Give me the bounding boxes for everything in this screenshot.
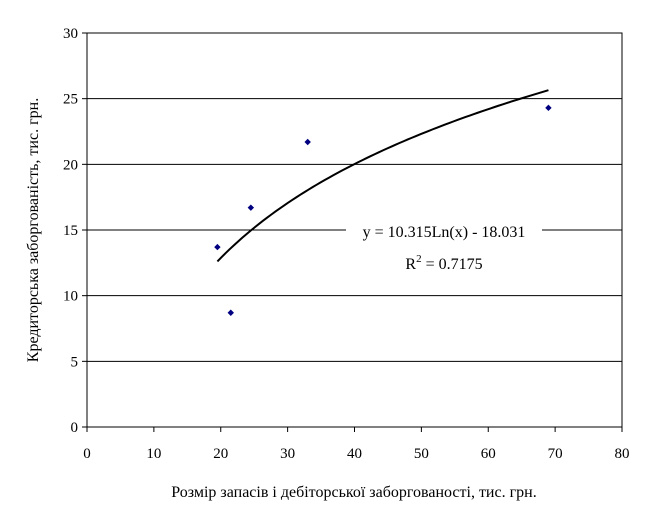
y-tick-label: 30	[63, 26, 78, 42]
data-point	[227, 309, 234, 316]
data-point	[304, 138, 311, 146]
x-tick-label: 40	[347, 446, 362, 462]
y-tick-label: 5	[71, 354, 79, 370]
y-tick-label: 0	[71, 420, 79, 436]
x-tick-label: 70	[548, 446, 563, 462]
data-point	[247, 204, 255, 211]
x-tick-label: 30	[280, 446, 295, 462]
data-points	[214, 104, 552, 316]
trendline-equation: y = 10.315Ln(x) - 18.031	[363, 224, 526, 241]
x-axis-title: Розмір запасів і дебіторської заборгован…	[171, 484, 536, 501]
y-axis-title: Кредиторська заборгованість, тис. грн.	[25, 98, 42, 362]
x-tick-label: 10	[146, 446, 161, 462]
r2-prefix: R	[405, 256, 416, 273]
x-axis-ticks: 0 10 20 30 40 50 60 70 80	[83, 427, 630, 462]
trendline	[216, 89, 549, 263]
equation-background	[346, 220, 542, 242]
trendline-label: y = 10.315Ln(x) - 18.031 R2 = 0.7175	[346, 220, 542, 274]
x-tick-label: 0	[83, 446, 91, 462]
r2-superscript: 2	[416, 253, 422, 265]
r-squared-label: R2 = 0.7175	[405, 253, 482, 273]
data-point	[214, 243, 221, 251]
data-point	[545, 104, 552, 112]
r2-background	[392, 249, 496, 274]
y-tick-label: 25	[63, 92, 78, 108]
r2-value: = 0.7175	[422, 256, 483, 273]
y-tick-label: 10	[63, 289, 78, 305]
x-tick-label: 20	[213, 446, 228, 462]
y-axis-ticks: 0 5 10 15 20 25 30	[63, 26, 87, 436]
x-tick-label: 80	[615, 446, 630, 462]
y-tick-label: 20	[63, 157, 78, 173]
x-tick-label: 50	[414, 446, 429, 462]
x-tick-label: 60	[481, 446, 496, 462]
y-tick-label: 15	[63, 223, 78, 239]
